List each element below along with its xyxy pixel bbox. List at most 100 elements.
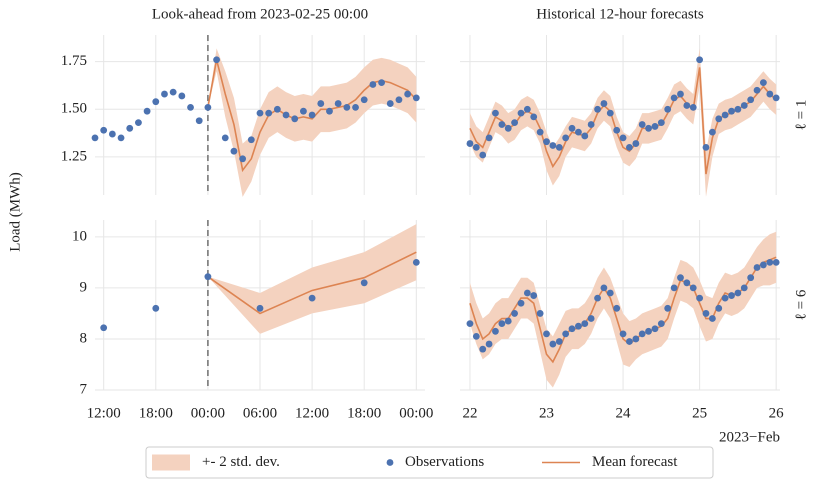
observation-point <box>334 100 342 107</box>
observation-point <box>670 284 678 292</box>
observation-point <box>265 109 273 117</box>
x-tick-label: 06:00 <box>243 405 277 421</box>
observation-point <box>317 100 325 107</box>
observation-point <box>689 103 697 111</box>
observation-point <box>575 322 582 330</box>
observation-point <box>696 56 704 64</box>
observation-point <box>152 98 160 106</box>
observation-point <box>152 304 160 312</box>
x-tick-label: 25 <box>692 405 707 421</box>
observation-point <box>100 324 108 332</box>
x-tick-label: 12:00 <box>87 405 121 421</box>
observation-point <box>594 105 601 113</box>
observation-point <box>466 320 474 328</box>
observation-point <box>204 273 212 281</box>
observation-point <box>360 279 368 287</box>
panel-title: Look-ahead from 2023-02-25 00:00 <box>152 6 368 22</box>
observation-point <box>143 107 151 115</box>
row-label: ℓ = 1 <box>793 100 809 131</box>
observation-point <box>530 292 538 299</box>
observation-point <box>638 121 646 128</box>
observation-point <box>472 332 480 340</box>
observation-point <box>772 94 780 102</box>
observation-point <box>530 113 538 121</box>
observation-point <box>386 100 394 107</box>
observation-point <box>638 330 646 338</box>
observation-point <box>195 117 203 125</box>
y-tick-label: 7 <box>80 381 88 397</box>
x-tick-label: 22 <box>462 405 477 421</box>
observation-point <box>581 132 589 140</box>
observation-point <box>740 102 748 109</box>
observation-point <box>308 294 316 302</box>
observation-point <box>517 299 525 307</box>
observation-point <box>472 143 480 151</box>
panel: 7 8 9 10 12:00 18:00 00:00 06:00 12:00 18:00 00:00 <box>72 220 433 421</box>
observation-point <box>734 289 742 297</box>
observation-point <box>759 79 767 87</box>
row-label: ℓ = 6 <box>793 289 809 320</box>
x-tick-label: 24 <box>616 405 632 421</box>
uncertainty-band <box>469 48 777 197</box>
observation-point <box>728 292 735 299</box>
y-tick-label: 8 <box>80 330 88 346</box>
observation-point <box>504 317 512 325</box>
observation-point <box>759 261 767 269</box>
observation-point <box>613 304 621 312</box>
observation-point <box>619 134 627 142</box>
observation-point <box>204 103 212 111</box>
observation-point <box>343 103 351 111</box>
observation-point <box>709 128 716 136</box>
mean-line <box>207 251 417 315</box>
observation-point <box>709 315 716 322</box>
x-tick-label: 26 <box>769 405 785 421</box>
observation-point <box>291 115 299 123</box>
observation-point <box>498 320 506 328</box>
observation-point <box>600 284 608 292</box>
y-tick-label: 1.75 <box>61 53 87 69</box>
y-tick-label: 1.25 <box>61 148 87 164</box>
observation-point <box>657 119 665 127</box>
observation-point <box>753 86 761 94</box>
x-tick-label: 18:00 <box>139 405 173 421</box>
observation-point <box>606 289 614 297</box>
observation-point <box>479 345 487 353</box>
panel: 1.25 1.50 1.75 Look-ahead from 2023-02-25 0… <box>61 6 425 197</box>
observation-point <box>766 258 774 266</box>
observation-point <box>543 330 550 338</box>
observation-point <box>606 109 614 117</box>
uncertainty-band <box>469 231 777 388</box>
observation-point <box>677 90 684 98</box>
observation-point <box>632 140 640 147</box>
x-tick-label: 12:00 <box>295 405 329 421</box>
observation-point <box>568 325 576 333</box>
mean-line <box>469 256 777 364</box>
observation-point <box>721 111 729 119</box>
observation-point <box>239 155 247 163</box>
observation-point <box>772 258 780 266</box>
observation-point <box>587 315 595 322</box>
observation-point <box>135 119 142 127</box>
observation-point <box>126 124 134 132</box>
observation-point <box>378 79 385 87</box>
panel-title: Historical 12-hour forecasts <box>536 6 704 22</box>
observation-point <box>523 289 531 297</box>
observation-point <box>395 96 403 104</box>
observation-point <box>689 284 697 292</box>
legend-label: Observations <box>405 454 484 470</box>
observation-point <box>308 111 316 119</box>
y-axis-label: Load (MWh) <box>7 172 23 252</box>
observation-point <box>587 121 595 128</box>
observation-point <box>626 143 633 151</box>
observation-point <box>651 123 659 130</box>
observation-point <box>485 134 493 142</box>
observation-point <box>549 142 557 149</box>
observation-point <box>645 124 652 132</box>
observation-point <box>369 81 377 88</box>
observation-point <box>161 90 168 98</box>
observation-point <box>562 134 570 142</box>
observation-point <box>100 126 108 134</box>
observation-point <box>221 134 229 142</box>
y-tick-label: 9 <box>80 279 88 295</box>
